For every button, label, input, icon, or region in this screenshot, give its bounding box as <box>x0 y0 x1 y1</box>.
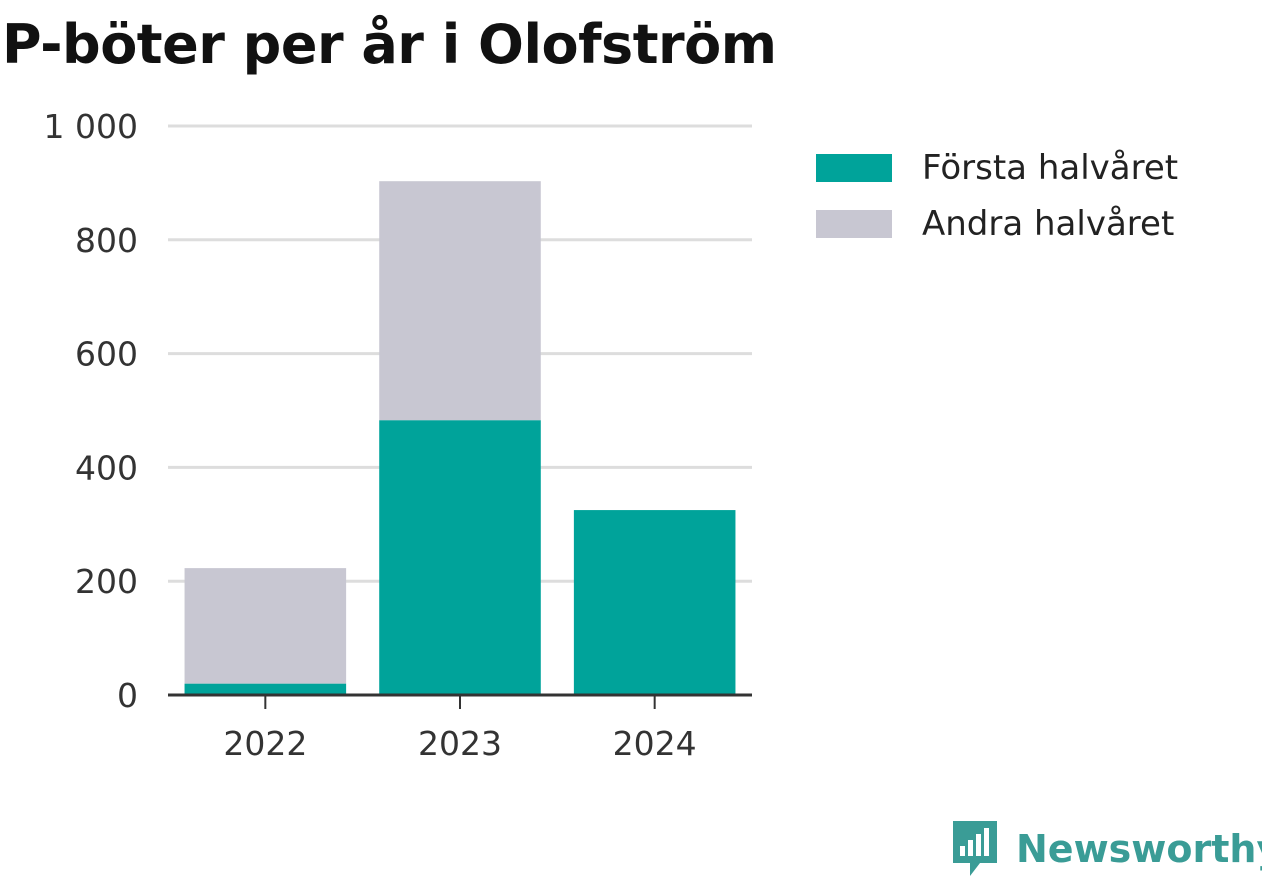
newsworthy-logo-icon <box>953 821 997 876</box>
y-tick-label-1000: 1 000 <box>44 107 138 146</box>
y-tick-label-200: 200 <box>75 562 138 601</box>
x-tick-label-2023: 2023 <box>418 724 502 763</box>
bar-2022-series-1 <box>184 683 347 695</box>
y-tick-label-800: 800 <box>75 221 138 260</box>
x-tick-label-2024: 2024 <box>613 724 697 763</box>
y-tick-label-0: 0 <box>117 676 138 715</box>
legend-label-second-half: Andra halvåret <box>922 204 1175 244</box>
legend-swatch-first-half <box>816 154 892 182</box>
legend-swatch-second-half <box>816 210 892 238</box>
legend-item-second-half: Andra halvåret <box>816 196 1178 252</box>
brand-name: Newsworthy <box>1016 827 1262 871</box>
bar-2023-series-2 <box>379 181 541 421</box>
legend-item-first-half: Första halvåret <box>816 140 1178 196</box>
bar-2022-series-2 <box>184 568 347 684</box>
newsworthy-brand: Newsworthy <box>950 818 1262 880</box>
chart-title: P-böter per år i Olofström <box>2 13 777 76</box>
bar-2024-series-1 <box>573 510 736 695</box>
x-tick-label-2022: 2022 <box>223 724 307 763</box>
legend-label-first-half: Första halvåret <box>922 148 1179 188</box>
y-tick-label-600: 600 <box>75 335 138 374</box>
y-tick-label-400: 400 <box>75 448 138 487</box>
legend: Första halvåret Andra halvåret <box>816 140 1178 252</box>
bar-2023-series-1 <box>379 420 541 695</box>
